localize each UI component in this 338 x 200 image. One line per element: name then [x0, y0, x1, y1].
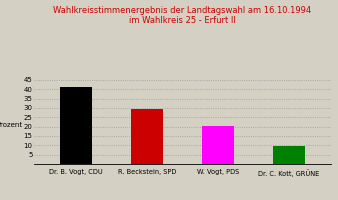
Bar	[202, 126, 234, 164]
Y-axis label: Prozent: Prozent	[0, 122, 22, 128]
Bar	[61, 87, 92, 164]
Bar	[131, 109, 163, 164]
Bar	[273, 146, 305, 164]
Text: Wahlkreisstimmenergebnis der Landtagswahl am 16.10.1994
im Wahlkreis 25 - Erfurt: Wahlkreisstimmenergebnis der Landtagswah…	[53, 6, 312, 25]
